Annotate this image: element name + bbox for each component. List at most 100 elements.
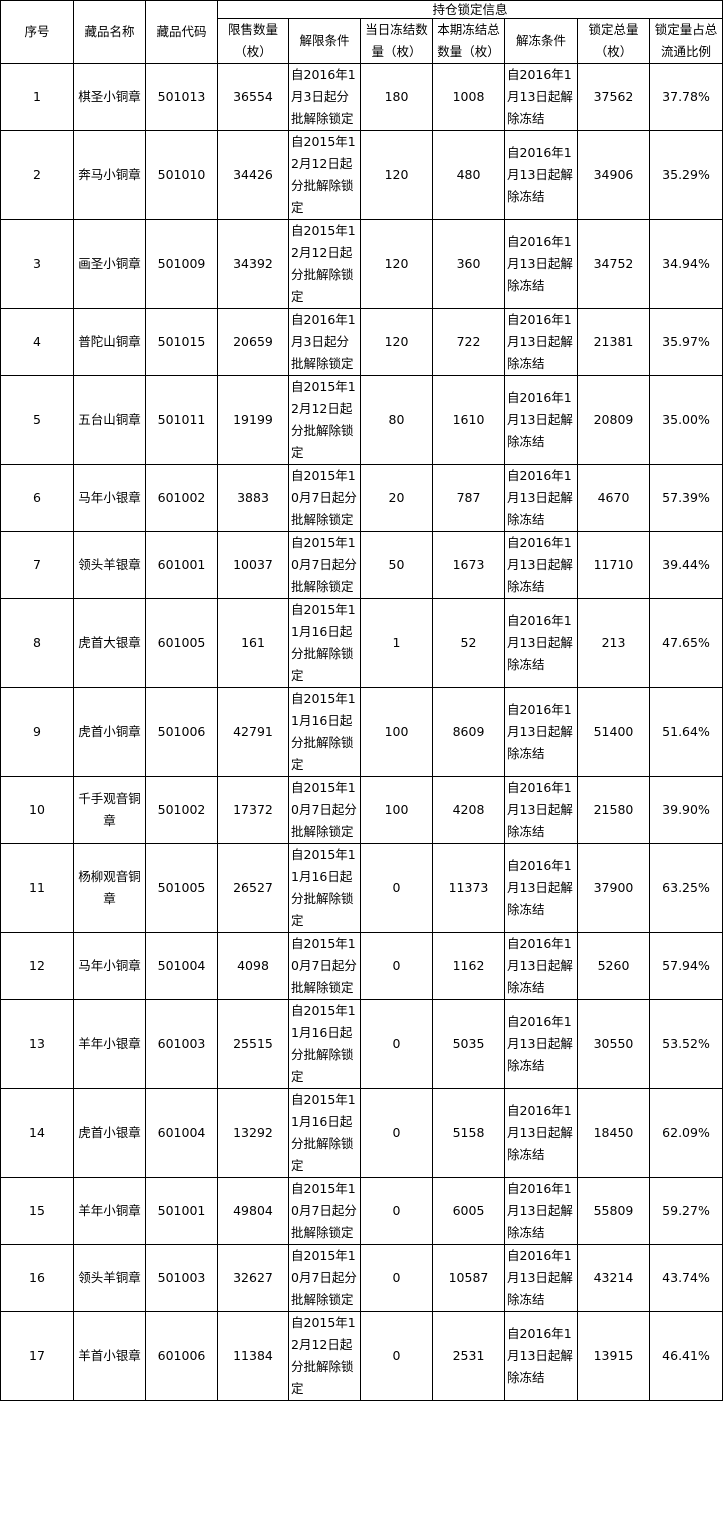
cell-release-condition: 自2015年11月16日起分批解除锁定 bbox=[288, 999, 361, 1089]
table-row: 7 领头羊银章 601001 10037 自2015年10月7日起分批解除锁定 50 167… bbox=[0, 531, 723, 599]
cell-release-condition: 自2015年11月16日起分批解除锁定 bbox=[288, 843, 361, 933]
cell-index: 11 bbox=[0, 843, 74, 933]
cell-release-condition: 自2015年10月7日起分批解除锁定 bbox=[288, 776, 361, 844]
header-period-frozen: 本期冻结总数量（枚） bbox=[432, 18, 505, 64]
cell-index: 10 bbox=[0, 776, 74, 844]
cell-day-frozen: 100 bbox=[360, 776, 433, 844]
cell-code: 601001 bbox=[145, 531, 218, 599]
cell-name: 虎首小铜章 bbox=[73, 687, 146, 777]
cell-locked-ratio: 35.97% bbox=[648, 308, 723, 376]
table-row: 16 领头羊铜章 501003 32627 自2015年10月7日起分批解除锁定 0 105… bbox=[0, 1244, 723, 1312]
cell-release-condition: 自2016年1月3日起分批解除锁定 bbox=[288, 308, 361, 376]
cell-index: 1 bbox=[0, 63, 74, 131]
cell-index: 6 bbox=[0, 464, 74, 532]
table-row: 10 千手观音铜章 501002 17372 自2015年10月7日起分批解除锁定 100… bbox=[0, 776, 723, 844]
cell-unfreeze-condition: 自2016年1月13日起解除冻结 bbox=[504, 932, 578, 1000]
cell-release-condition: 自2015年12月12日起分批解除锁定 bbox=[288, 375, 361, 465]
cell-locked-ratio: 59.27% bbox=[648, 1177, 723, 1245]
cell-restricted-qty: 10037 bbox=[217, 531, 289, 599]
cell-code: 501011 bbox=[145, 375, 218, 465]
cell-locked-total: 30550 bbox=[577, 999, 650, 1089]
cell-restricted-qty: 20659 bbox=[217, 308, 289, 376]
cell-period-frozen: 5035 bbox=[432, 999, 505, 1089]
header-locked-total: 锁定总量（枚） bbox=[577, 18, 650, 64]
cell-unfreeze-condition: 自2016年1月13日起解除冻结 bbox=[504, 531, 578, 599]
cell-unfreeze-condition: 自2016年1月13日起解除冻结 bbox=[504, 687, 578, 777]
cell-name: 千手观音铜章 bbox=[73, 776, 146, 844]
cell-release-condition: 自2015年10月7日起分批解除锁定 bbox=[288, 464, 361, 532]
cell-restricted-qty: 36554 bbox=[217, 63, 289, 131]
cell-locked-total: 213 bbox=[577, 598, 650, 688]
cell-restricted-qty: 3883 bbox=[217, 464, 289, 532]
cell-name: 羊年小银章 bbox=[73, 999, 146, 1089]
cell-unfreeze-condition: 自2016年1月13日起解除冻结 bbox=[504, 776, 578, 844]
cell-day-frozen: 0 bbox=[360, 843, 433, 933]
cell-index: 4 bbox=[0, 308, 74, 376]
header-restricted-qty: 限售数量（枚） bbox=[217, 18, 289, 64]
cell-locked-total: 55809 bbox=[577, 1177, 650, 1245]
cell-period-frozen: 11373 bbox=[432, 843, 505, 933]
cell-restricted-qty: 49804 bbox=[217, 1177, 289, 1245]
cell-period-frozen: 2531 bbox=[432, 1311, 505, 1401]
cell-locked-ratio: 37.78% bbox=[648, 63, 723, 131]
cell-code: 601003 bbox=[145, 999, 218, 1089]
cell-index: 17 bbox=[0, 1311, 74, 1401]
table-row: 6 马年小银章 601002 3883 自2015年10月7日起分批解除锁定 20 787 自… bbox=[0, 464, 723, 532]
cell-name: 普陀山铜章 bbox=[73, 308, 146, 376]
cell-period-frozen: 1610 bbox=[432, 375, 505, 465]
cell-day-frozen: 120 bbox=[360, 219, 433, 309]
cell-day-frozen: 0 bbox=[360, 1177, 433, 1245]
cell-release-condition: 自2016年1月3日起分批解除锁定 bbox=[288, 63, 361, 131]
cell-unfreeze-condition: 自2016年1月13日起解除冻结 bbox=[504, 1088, 578, 1178]
cell-locked-total: 5260 bbox=[577, 932, 650, 1000]
cell-locked-ratio: 53.52% bbox=[648, 999, 723, 1089]
cell-release-condition: 自2015年12月12日起分批解除锁定 bbox=[288, 219, 361, 309]
cell-locked-ratio: 63.25% bbox=[648, 843, 723, 933]
cell-locked-ratio: 39.90% bbox=[648, 776, 723, 844]
cell-day-frozen: 100 bbox=[360, 687, 433, 777]
cell-locked-ratio: 39.44% bbox=[648, 531, 723, 599]
cell-period-frozen: 10587 bbox=[432, 1244, 505, 1312]
cell-index: 15 bbox=[0, 1177, 74, 1245]
table-row: 3 画圣小铜章 501009 34392 自2015年12月12日起分批解除锁定 120 3… bbox=[0, 219, 723, 309]
cell-locked-total: 13915 bbox=[577, 1311, 650, 1401]
cell-release-condition: 自2015年10月7日起分批解除锁定 bbox=[288, 1244, 361, 1312]
cell-day-frozen: 0 bbox=[360, 1088, 433, 1178]
cell-index: 8 bbox=[0, 598, 74, 688]
cell-code: 501006 bbox=[145, 687, 218, 777]
cell-period-frozen: 722 bbox=[432, 308, 505, 376]
table-row: 2 奔马小铜章 501010 34426 自2015年12月12日起分批解除锁定 120 4… bbox=[0, 130, 723, 220]
cell-unfreeze-condition: 自2016年1月13日起解除冻结 bbox=[504, 63, 578, 131]
cell-restricted-qty: 42791 bbox=[217, 687, 289, 777]
cell-release-condition: 自2015年11月16日起分批解除锁定 bbox=[288, 598, 361, 688]
table-row: 12 马年小铜章 501004 4098 自2015年10月7日起分批解除锁定 0 1162… bbox=[0, 932, 723, 1000]
cell-locked-total: 34906 bbox=[577, 130, 650, 220]
cell-code: 501001 bbox=[145, 1177, 218, 1245]
cell-period-frozen: 787 bbox=[432, 464, 505, 532]
cell-day-frozen: 0 bbox=[360, 1244, 433, 1312]
cell-unfreeze-condition: 自2016年1月13日起解除冻结 bbox=[504, 843, 578, 933]
cell-release-condition: 自2015年12月12日起分批解除锁定 bbox=[288, 1311, 361, 1401]
cell-locked-total: 11710 bbox=[577, 531, 650, 599]
cell-name: 五台山铜章 bbox=[73, 375, 146, 465]
cell-index: 16 bbox=[0, 1244, 74, 1312]
cell-unfreeze-condition: 自2016年1月13日起解除冻结 bbox=[504, 219, 578, 309]
header-name: 藏品名称 bbox=[73, 0, 146, 64]
cell-name: 羊年小铜章 bbox=[73, 1177, 146, 1245]
cell-locked-total: 21580 bbox=[577, 776, 650, 844]
cell-day-frozen: 0 bbox=[360, 1311, 433, 1401]
cell-restricted-qty: 19199 bbox=[217, 375, 289, 465]
cell-code: 501003 bbox=[145, 1244, 218, 1312]
cell-unfreeze-condition: 自2016年1月13日起解除冻结 bbox=[504, 1311, 578, 1401]
cell-unfreeze-condition: 自2016年1月13日起解除冻结 bbox=[504, 308, 578, 376]
cell-unfreeze-condition: 自2016年1月13日起解除冻结 bbox=[504, 464, 578, 532]
cell-code: 501009 bbox=[145, 219, 218, 309]
cell-locked-ratio: 35.29% bbox=[648, 130, 723, 220]
table-row: 4 普陀山铜章 501015 20659 自2016年1月3日起分批解除锁定 120 722… bbox=[0, 308, 723, 376]
cell-name: 马年小铜章 bbox=[73, 932, 146, 1000]
cell-code: 601002 bbox=[145, 464, 218, 532]
cell-day-frozen: 20 bbox=[360, 464, 433, 532]
cell-code: 501015 bbox=[145, 308, 218, 376]
cell-day-frozen: 80 bbox=[360, 375, 433, 465]
cell-release-condition: 自2015年10月7日起分批解除锁定 bbox=[288, 531, 361, 599]
